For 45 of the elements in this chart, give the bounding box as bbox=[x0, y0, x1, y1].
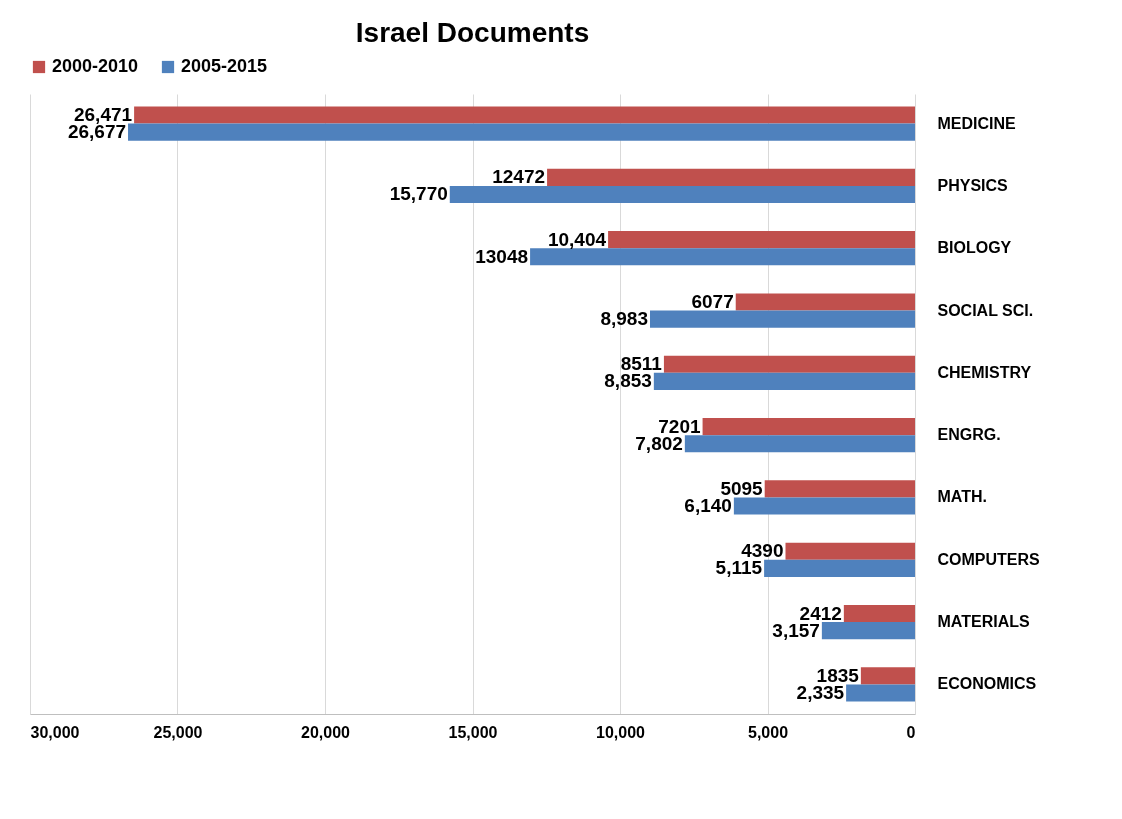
y-tick-label: BIOLOGY bbox=[937, 239, 1012, 257]
bar bbox=[764, 480, 915, 498]
bar bbox=[530, 248, 915, 266]
y-tick-label: MEDICINE bbox=[937, 114, 1017, 132]
x-tick-label: 10,000 bbox=[596, 723, 646, 741]
bar bbox=[653, 372, 915, 390]
y-tick-label: MATERIALS bbox=[937, 613, 1030, 631]
bar bbox=[846, 684, 915, 702]
y-tick-label: CHEMISTRY bbox=[937, 363, 1032, 381]
data-label: 8,983 bbox=[600, 308, 648, 330]
bar bbox=[735, 293, 915, 311]
x-tick-label: 15,000 bbox=[448, 723, 498, 741]
bar bbox=[650, 310, 915, 328]
data-label: 10,404 bbox=[547, 228, 607, 250]
data-label: 13048 bbox=[475, 245, 529, 267]
y-tick-label: ECONOMICS bbox=[937, 675, 1037, 693]
y-tick-label: SOCIAL SCI. bbox=[937, 301, 1034, 319]
x-tick-label: 30,000 bbox=[30, 723, 80, 741]
data-label: 6077 bbox=[691, 290, 734, 312]
bar bbox=[449, 185, 915, 204]
data-label: 12472 bbox=[492, 166, 546, 188]
bar bbox=[733, 497, 915, 515]
x-tick-label: 0 bbox=[906, 723, 916, 741]
legend-label: 2005-2015 bbox=[181, 56, 268, 76]
bar bbox=[134, 106, 915, 124]
bar bbox=[843, 604, 915, 623]
bar bbox=[860, 667, 915, 685]
bar bbox=[764, 559, 915, 577]
bar bbox=[547, 168, 915, 186]
bar bbox=[608, 231, 915, 249]
bar bbox=[663, 355, 915, 373]
y-tick-label: MATH. bbox=[937, 488, 987, 506]
y-tick-label: ENGRG. bbox=[937, 426, 1001, 444]
bar bbox=[785, 542, 915, 560]
y-tick-label: COMPUTERS bbox=[937, 550, 1041, 568]
data-label: 15,770 bbox=[389, 183, 448, 205]
bar bbox=[702, 418, 915, 436]
x-tick-label: 20,000 bbox=[301, 723, 351, 741]
bar bbox=[821, 622, 915, 640]
bar bbox=[684, 435, 915, 453]
chart-title: Israel Documents bbox=[355, 17, 590, 48]
y-tick-label: PHYSICS bbox=[937, 176, 1009, 194]
x-tick-label: 5,000 bbox=[747, 723, 789, 741]
x-tick-label: 25,000 bbox=[153, 723, 203, 741]
legend-label: 2000-2010 bbox=[52, 56, 139, 76]
